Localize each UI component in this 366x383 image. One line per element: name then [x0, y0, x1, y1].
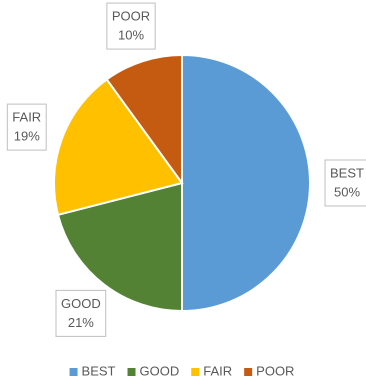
data-label-box	[55, 289, 107, 337]
data-label: POOR 10%	[106, 2, 156, 50]
legend-marker	[191, 368, 200, 376]
legend-label: BEST	[82, 363, 116, 378]
data-label-value: 50%	[334, 184, 360, 199]
legend-marker	[69, 368, 78, 376]
data-label-box	[106, 2, 156, 50]
pie-slice	[53, 78, 184, 217]
data-label: FAIR 19%	[6, 103, 47, 151]
data-label-box	[6, 103, 47, 151]
pie-slice	[181, 53, 311, 313]
legend-marker	[127, 368, 136, 376]
data-label: BEST 50%	[324, 159, 366, 207]
data-label-category: FAIR	[12, 110, 41, 125]
pie-slice	[56, 181, 183, 313]
legend: BEST GOOD FAIR POOR	[69, 363, 294, 378]
legend-marker	[244, 368, 253, 376]
data-label: GOOD 21%	[55, 289, 107, 337]
data-label-category: POOR	[112, 9, 150, 24]
legend-label: FAIR	[203, 363, 232, 378]
legend-label: POOR	[256, 363, 294, 378]
data-label-value: 21%	[68, 315, 94, 330]
pie-slice	[105, 53, 183, 187]
data-label-value: 19%	[14, 129, 40, 144]
legend-label: GOOD	[140, 363, 180, 378]
data-label-category: BEST	[330, 165, 364, 180]
data-label-category: GOOD	[61, 296, 101, 311]
data-label-box	[324, 159, 366, 207]
data-label-value: 10%	[118, 28, 144, 43]
